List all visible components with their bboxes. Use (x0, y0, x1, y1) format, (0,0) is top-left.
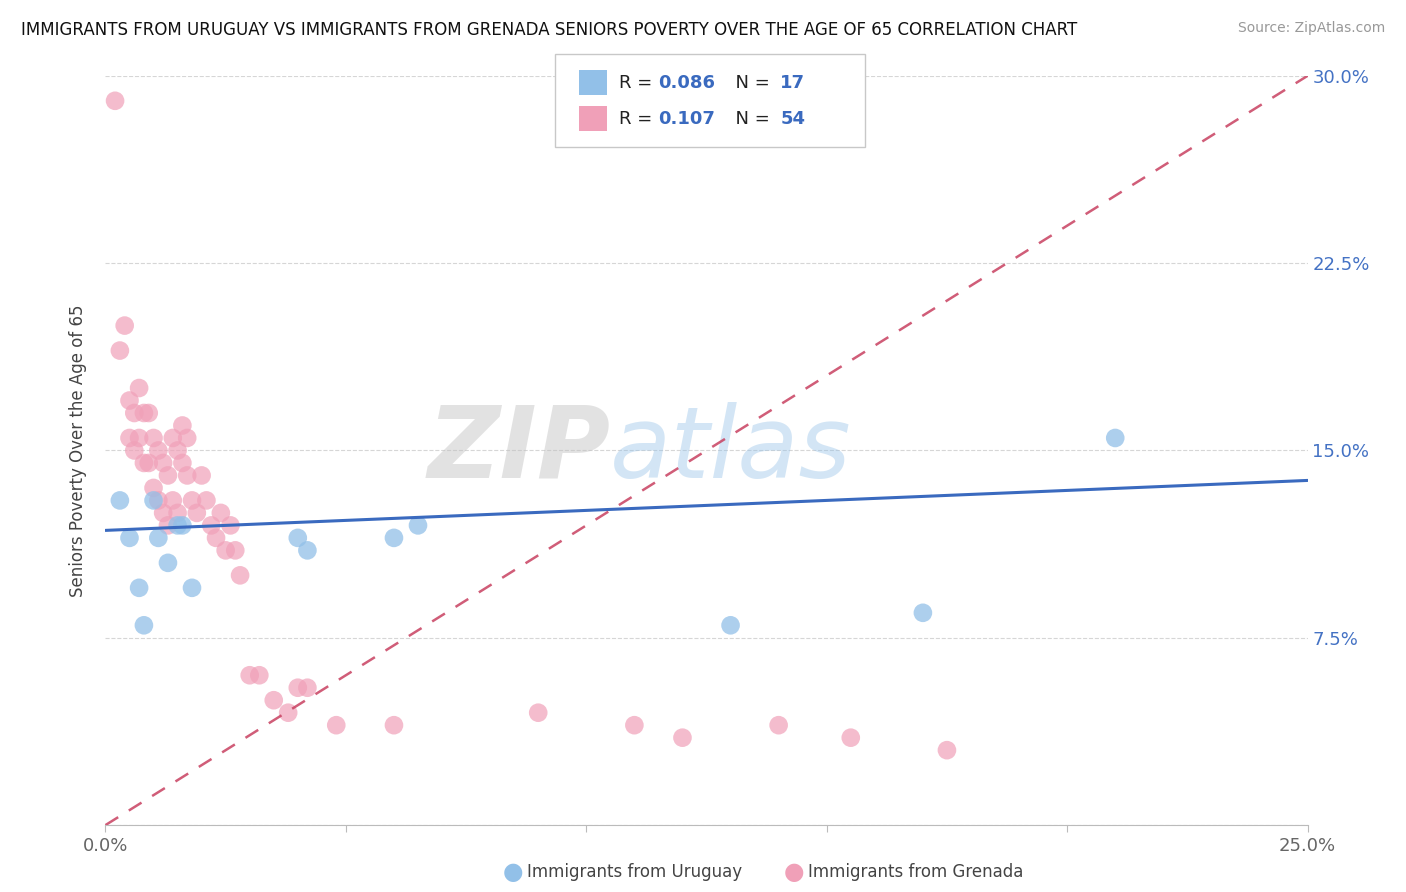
Text: 17: 17 (780, 74, 806, 92)
Point (138, 456, 160, 470)
Point (162, 431, 184, 445)
Point (132, 456, 155, 470)
Point (239, 668, 262, 682)
Text: atlas: atlas (610, 402, 852, 499)
Point (382, 531, 405, 545)
Point (263, 693, 285, 707)
Point (214, 543, 236, 558)
Point (205, 531, 228, 545)
Point (287, 681, 309, 695)
Text: Source: ZipAtlas.com: Source: ZipAtlas.com (1237, 21, 1385, 36)
Point (277, 706, 299, 720)
Point (166, 506, 188, 520)
Point (382, 718, 405, 732)
Point (623, 718, 645, 732)
Point (195, 493, 218, 508)
Point (181, 581, 204, 595)
Point (186, 506, 208, 520)
Point (527, 706, 550, 720)
Point (297, 681, 319, 695)
Point (114, 318, 136, 333)
Point (156, 556, 179, 570)
Point (152, 456, 174, 470)
Y-axis label: Seniors Poverty Over the Age of 65: Seniors Poverty Over the Age of 65 (69, 304, 87, 597)
Point (108, 493, 131, 508)
Text: ●: ● (785, 861, 804, 884)
Point (156, 468, 179, 483)
Point (118, 531, 141, 545)
Point (172, 418, 194, 433)
Text: 0.107: 0.107 (658, 110, 714, 128)
Point (172, 518, 194, 533)
Text: ●: ● (503, 861, 523, 884)
Point (190, 468, 212, 483)
Point (108, 343, 131, 358)
Point (152, 506, 174, 520)
Point (671, 731, 693, 745)
Point (124, 406, 146, 420)
Point (156, 518, 179, 533)
Point (1104, 431, 1126, 445)
Point (118, 431, 141, 445)
Text: 0.086: 0.086 (658, 74, 716, 92)
Point (224, 543, 246, 558)
Text: Immigrants from Grenada: Immigrants from Grenada (808, 863, 1024, 881)
Text: R =: R = (619, 110, 658, 128)
Point (148, 493, 170, 508)
Point (118, 393, 141, 408)
Point (297, 543, 319, 558)
Text: ZIP: ZIP (427, 402, 610, 499)
Point (176, 431, 198, 445)
Point (936, 743, 959, 757)
Point (219, 518, 242, 533)
Point (172, 456, 194, 470)
Point (839, 731, 862, 745)
Point (181, 493, 204, 508)
Point (287, 531, 309, 545)
Point (166, 443, 188, 458)
Point (768, 718, 790, 732)
Point (209, 506, 232, 520)
Point (720, 618, 742, 632)
Point (148, 531, 170, 545)
Point (124, 443, 146, 458)
Text: N =: N = (724, 74, 776, 92)
Point (176, 468, 198, 483)
Point (325, 718, 347, 732)
Point (104, 94, 127, 108)
Point (138, 406, 160, 420)
Point (229, 568, 252, 582)
Point (132, 618, 155, 632)
Point (166, 518, 188, 533)
Text: IMMIGRANTS FROM URUGUAY VS IMMIGRANTS FROM GRENADA SENIORS POVERTY OVER THE AGE : IMMIGRANTS FROM URUGUAY VS IMMIGRANTS FR… (21, 21, 1077, 39)
Point (200, 518, 222, 533)
Point (128, 431, 150, 445)
Point (148, 443, 170, 458)
Point (128, 381, 150, 395)
Point (247, 668, 270, 682)
Text: Immigrants from Uruguay: Immigrants from Uruguay (527, 863, 742, 881)
Point (132, 406, 155, 420)
Point (162, 493, 184, 508)
Point (142, 431, 165, 445)
Point (406, 518, 429, 533)
Point (142, 493, 165, 508)
Text: N =: N = (724, 110, 776, 128)
Point (142, 481, 165, 495)
Text: 54: 54 (780, 110, 806, 128)
Point (911, 606, 934, 620)
Text: R =: R = (619, 74, 658, 92)
Point (128, 581, 150, 595)
